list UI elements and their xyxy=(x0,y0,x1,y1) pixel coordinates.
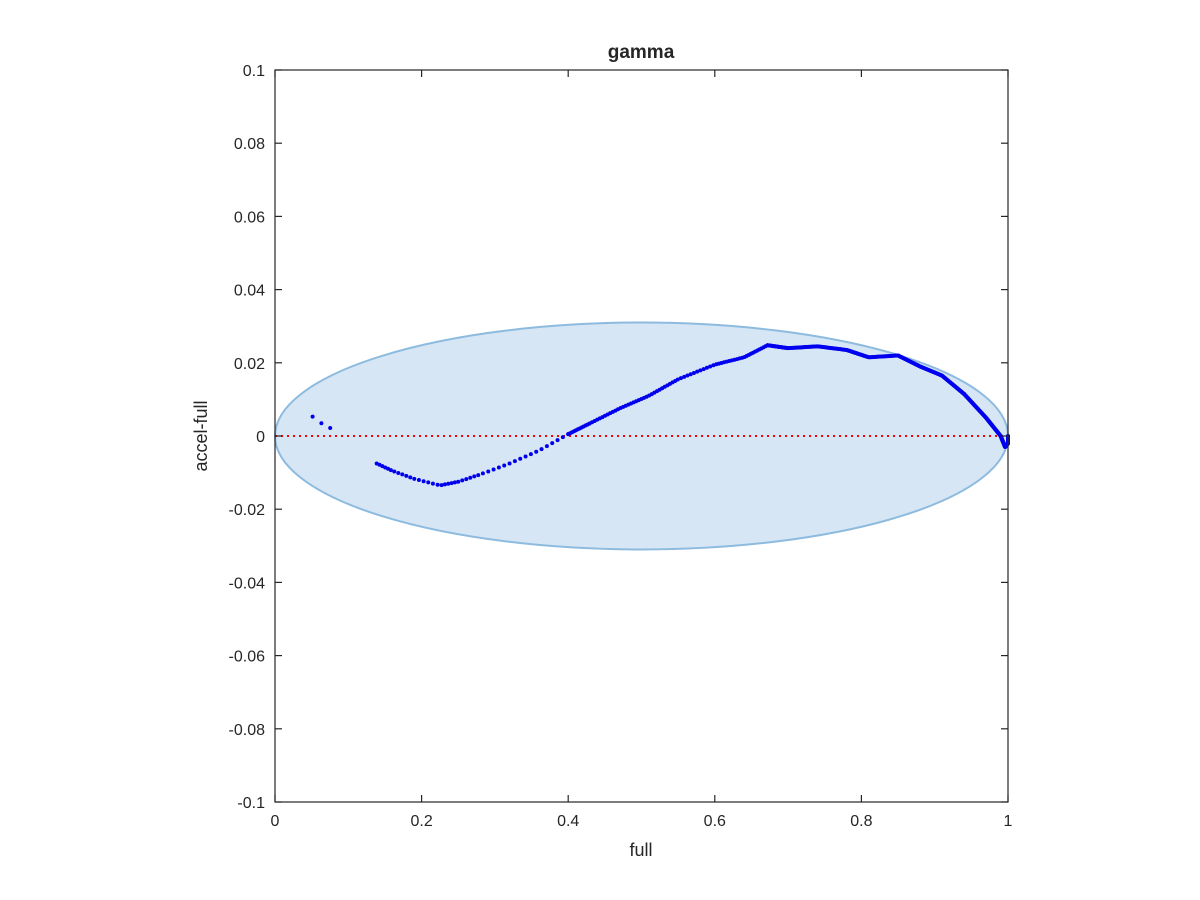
scatter-point xyxy=(528,452,533,457)
scatter-point xyxy=(560,435,565,440)
scatter-point xyxy=(446,481,451,486)
y-tick-label: 0.1 xyxy=(243,63,265,80)
scatter-point xyxy=(310,414,315,419)
scatter-point xyxy=(507,461,512,466)
scatter-point xyxy=(328,425,333,430)
scatter-point xyxy=(400,472,405,477)
y-tick-label: -0.04 xyxy=(229,575,266,592)
scatter-point xyxy=(439,483,444,488)
x-tick-label: 0.6 xyxy=(704,813,726,830)
labels: gamma full accel-full xyxy=(191,42,675,860)
scatter-point xyxy=(701,367,706,372)
scatter-point xyxy=(396,470,401,475)
x-tick-label: 0 xyxy=(271,813,280,830)
x-axis-label: full xyxy=(629,840,652,860)
scatter-point xyxy=(555,438,560,443)
scatter-point xyxy=(704,365,709,370)
scatter-point xyxy=(430,481,435,486)
scatter-point xyxy=(691,370,696,375)
y-tick-label: 0.06 xyxy=(234,209,265,226)
scatter-point xyxy=(544,444,549,449)
scatter-point xyxy=(502,463,507,468)
scatter-point xyxy=(695,369,700,374)
y-tick-label: -0.06 xyxy=(229,649,266,666)
scatter-point xyxy=(698,368,703,373)
plot-area xyxy=(274,321,1010,551)
y-tick-label: -0.02 xyxy=(229,502,266,519)
axes: 0 0.2 0.4 0.6 0.8 1 -0.1 -0.08 -0.06 -0.04 -0.02 0 0… xyxy=(229,63,1013,830)
scatter-point xyxy=(464,477,469,482)
x-tick-label: 0.8 xyxy=(850,813,872,830)
scatter-point xyxy=(491,467,496,472)
scatter-point xyxy=(319,421,324,426)
scatter-point xyxy=(486,469,491,474)
scatter-point xyxy=(480,471,485,476)
scatter-point xyxy=(685,373,690,378)
scatter-point xyxy=(518,456,523,461)
scatter-point xyxy=(682,374,687,379)
scatter-point xyxy=(512,459,517,464)
chart-title: gamma xyxy=(608,42,675,63)
scatter-point xyxy=(452,480,457,485)
scatter-point xyxy=(412,476,417,481)
scatter-point xyxy=(460,478,465,483)
scatter-point xyxy=(688,372,693,377)
scatter-point xyxy=(392,469,397,474)
scatter-point xyxy=(472,474,477,479)
scatter-point xyxy=(449,481,454,486)
scatter-point xyxy=(435,482,440,487)
scatter-point xyxy=(523,454,528,459)
scatter-point xyxy=(442,482,447,487)
scatter-series xyxy=(310,343,1010,488)
y-tick-label: 0 xyxy=(256,429,265,446)
scatter-point xyxy=(550,441,555,446)
scatter-point xyxy=(476,473,481,478)
y-tick-label: 0.02 xyxy=(234,356,265,373)
scatter-point xyxy=(421,479,426,484)
y-tick-label: -0.08 xyxy=(229,722,266,739)
scatter-point xyxy=(675,377,680,382)
scatter-point xyxy=(456,479,461,484)
y-tick-label: 0.08 xyxy=(234,136,265,153)
scatter-point xyxy=(708,364,713,369)
scatter-point xyxy=(404,473,409,478)
y-axis-label: accel-full xyxy=(191,400,211,471)
x-tick-label: 0.4 xyxy=(557,813,579,830)
scatter-point xyxy=(426,480,431,485)
scatter-point xyxy=(534,449,539,454)
scatter-point xyxy=(678,376,683,381)
scatter-point xyxy=(416,478,421,483)
y-tick-label: 0.04 xyxy=(234,283,265,300)
scatter-point xyxy=(388,468,393,473)
x-tick-label: 0.2 xyxy=(410,813,432,830)
y-tick-label: -0.1 xyxy=(237,795,265,812)
scatter-point xyxy=(496,465,501,470)
scatter-point xyxy=(408,475,413,480)
x-tick-label: 1 xyxy=(1004,813,1013,830)
scatter-point xyxy=(468,475,473,480)
scatter-point xyxy=(539,447,544,452)
